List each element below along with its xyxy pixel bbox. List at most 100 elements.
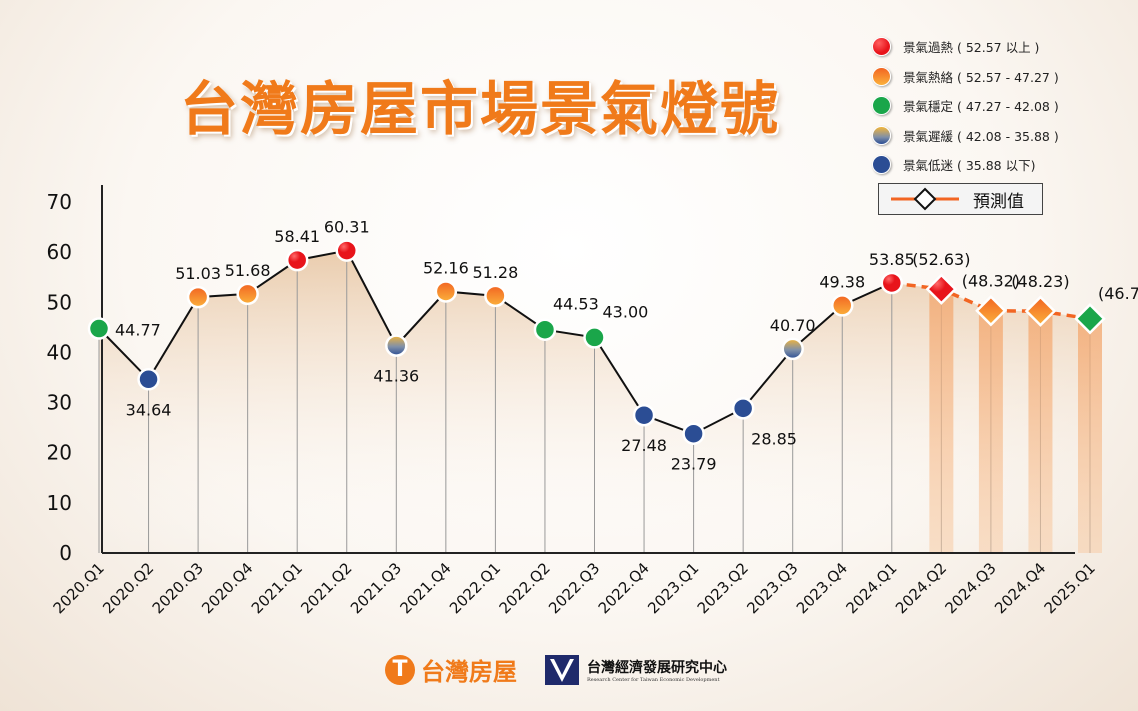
forecast-point [1024,295,1057,327]
brand-name: 台灣房屋 [421,658,517,686]
data-label: 51.03 [175,264,221,283]
forecast-point [975,294,1007,327]
data-label: (52.63) [912,250,970,269]
data-point [137,368,160,391]
data-label: 43.00 [603,302,649,321]
x-tick-label: 2023.Q1 [644,559,702,617]
chart-title: 台灣房屋市場景氣燈號 [180,75,781,143]
legend-item-slow: 景氣遲緩 ( 42.08 - 35.88 ) [872,121,1059,151]
x-tick-label: 2025.Q1 [1041,559,1099,617]
y-tick-label: 10 [47,491,72,515]
legend-item-hot: 景氣熱絡 ( 52.57 - 47.27 ) [872,62,1059,92]
data-point [285,248,309,272]
forecast-bar [1078,318,1102,553]
data-label: 28.85 [751,429,797,448]
data-point [484,284,507,308]
data-label: 53.85 [869,250,915,269]
data-label: 44.53 [553,295,599,314]
y-tick-label: 0 [59,541,72,565]
forecast-point [925,273,958,305]
forecast-point [1074,303,1106,335]
data-point [781,337,804,361]
yellow-blue-light-icon [872,125,891,145]
x-tick-label: 2024.Q1 [842,559,900,617]
forecast-line [891,281,1091,321]
legend-label: 景氣穩定 ( 47.27 - 42.08 ) [903,99,1059,115]
y-tick-label: 70 [47,190,72,214]
data-label: (48.23) [1011,272,1069,291]
forecast-diamond-icon [891,187,959,211]
green-light-icon [872,96,891,116]
x-tick-label: 2022.Q3 [545,559,603,617]
data-point [632,403,656,427]
data-point [831,294,854,317]
legend-label: 景氣熱絡 ( 52.57 - 47.27 ) [903,69,1059,85]
forecast-bar [929,289,954,553]
data-point [236,282,259,306]
org-name-en: Research Center for Taiwan Economic Deve… [587,676,720,683]
data-label: (48.32) [962,272,1020,291]
data-label: 40.70 [770,316,816,335]
data-label: 27.48 [621,436,667,455]
data-point [335,239,358,262]
data-label: 52.16 [423,258,469,277]
x-tick-label: 2021.Q1 [248,559,306,617]
data-label: 41.36 [373,367,419,386]
data-point [434,280,458,303]
data-label: (46.71) [1098,284,1138,303]
legend: 景氣過熱 ( 52.57 以上 ) 景氣熱絡 ( 52.57 - 47.27 )… [872,32,1059,180]
legend-label: 景氣低迷 ( 35.88 以下) [903,158,1036,174]
blue-light-icon [872,155,891,175]
data-point [583,326,606,349]
data-label: 51.28 [472,263,518,282]
legend-item-overheated: 景氣過熱 ( 52.57 以上 ) [872,32,1059,62]
x-tick-label: 2022.Q2 [496,559,554,617]
x-tick-label: 2021.Q4 [396,559,454,617]
legend-item-depressed: 景氣低迷 ( 35.88 以下) [872,150,1059,180]
y-tick-label: 50 [47,290,72,314]
data-label: 23.79 [671,455,717,474]
x-tick-label: 2023.Q3 [743,559,801,617]
v-logo-icon [545,654,579,685]
x-tick-label: 2023.Q4 [793,559,851,617]
data-point [186,285,210,309]
legend-label: 景氣過熱 ( 52.57 以上 ) [903,40,1040,56]
x-tick-label: 2020.Q3 [149,559,207,617]
x-tick-label: 2020.Q1 [50,559,108,617]
legend-label: 景氣遲緩 ( 42.08 - 35.88 ) [903,128,1059,144]
x-tick-label: 2024.Q4 [991,559,1049,617]
y-tick-label: 40 [47,340,72,364]
x-tick-label: 2021.Q2 [297,559,355,617]
taiwan-realty-logo: T 台灣房屋 [385,652,517,687]
x-tick-label: 2022.Q4 [595,559,653,617]
footer: T 台灣房屋 台灣經濟發展研究中心 Research Center for Taiw… [385,652,727,687]
data-label: 49.38 [819,272,865,291]
research-center-logo: 台灣經濟發展研究中心 Research Center for Taiwan Eco… [545,654,727,685]
x-tick-label: 2022.Q1 [446,559,504,617]
x-tick-label: 2023.Q2 [694,559,752,617]
data-label: 60.31 [324,218,370,237]
forecast-legend: 預測值 [878,183,1043,215]
org-name: 台灣經濟發展研究中心 [587,659,727,676]
y-tick-label: 60 [47,240,72,264]
x-tick-label: 2024.Q3 [942,559,1000,617]
data-point [87,317,111,340]
forecast-legend-label: 預測值 [973,191,1024,212]
t-logo-icon: T [385,654,415,685]
y-tick-label: 20 [47,441,72,465]
forecast-bar [978,310,1003,553]
forecast-bar [1028,311,1053,553]
red-light-icon [872,37,891,57]
x-tick-label: 2021.Q3 [347,559,405,617]
orange-light-icon [872,66,891,86]
data-point [682,422,705,445]
data-point [731,397,755,420]
data-label: 44.77 [115,321,161,340]
x-tick-label: 2020.Q4 [198,559,256,617]
x-tick-label: 2024.Q2 [892,559,950,617]
data-label: 58.41 [274,227,320,246]
data-point [385,334,408,357]
x-tick-label: 2020.Q2 [99,559,157,617]
data-label: 34.64 [126,400,172,419]
